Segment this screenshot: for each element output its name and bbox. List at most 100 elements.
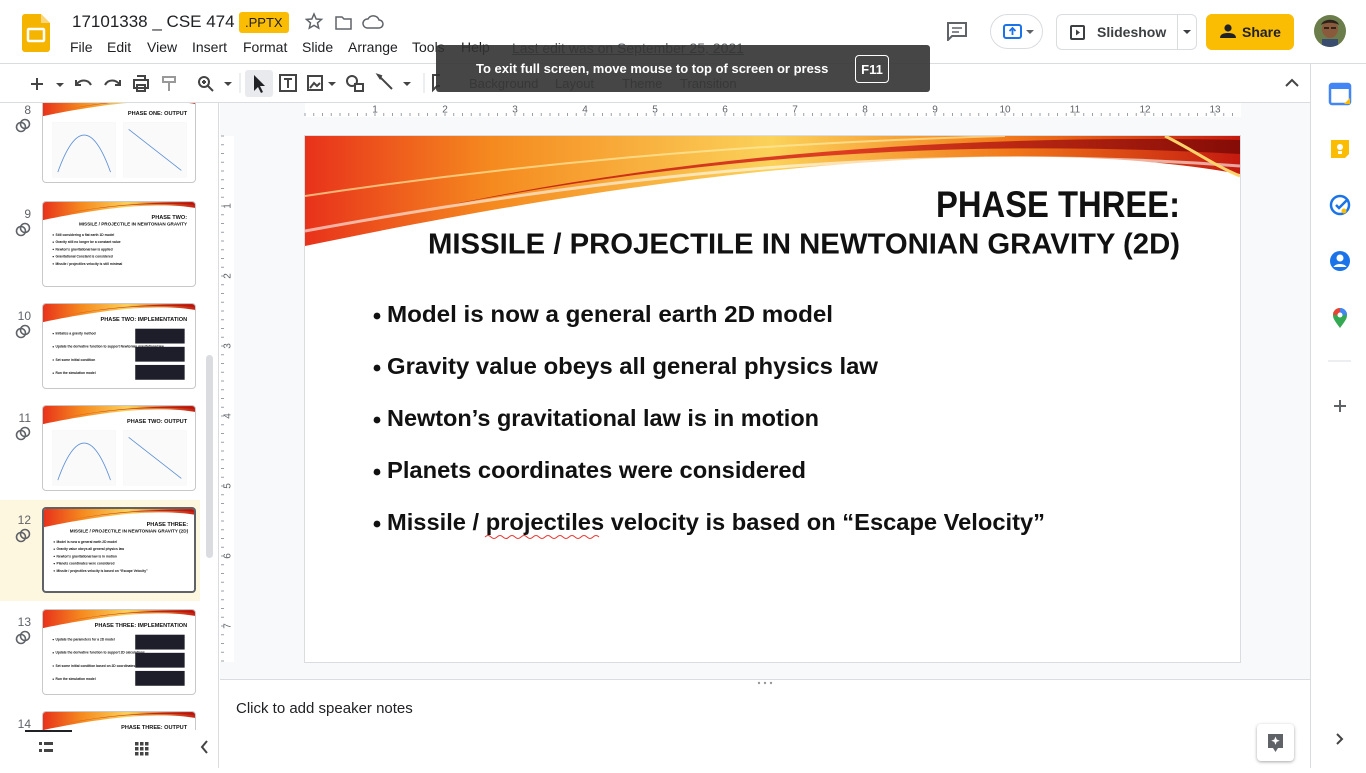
contacts-addon[interactable] — [1330, 251, 1350, 271]
line-tool[interactable] — [375, 73, 393, 90]
paint-format[interactable] — [162, 76, 176, 91]
thumbnail-bullet: Newton's gravitational law is applied — [56, 247, 113, 251]
collapse-panel[interactable] — [200, 740, 208, 754]
ruler-label: 5 — [223, 483, 234, 489]
linked-slide-icon — [15, 222, 31, 237]
ruler-label: 12 — [1139, 105, 1151, 116]
comment-history-button[interactable] — [946, 21, 968, 41]
linked-slide-icon — [15, 324, 31, 339]
linked-slide-icon — [15, 426, 31, 441]
slideshow-dropdown[interactable] — [1181, 27, 1193, 37]
calendar-addon[interactable] — [1328, 82, 1352, 106]
tasks-addon[interactable] — [1329, 194, 1351, 216]
bullet-dot — [373, 416, 381, 424]
slideshow-button[interactable]: Slideshow — [1056, 14, 1197, 50]
get-addons[interactable] — [1334, 400, 1346, 412]
ruler-label: 3 — [223, 343, 234, 349]
thumbnail-slide: PHASE TWO:MISSILE / PROJECTILE IN NEWTON… — [43, 202, 195, 266]
comment[interactable] — [432, 74, 440, 93]
filmstrip-scrollbar[interactable] — [206, 355, 213, 558]
ruler-label: 2 — [223, 273, 234, 279]
present-to-meeting-button[interactable] — [990, 14, 1043, 49]
grid-view[interactable] — [135, 742, 149, 756]
zoom[interactable] — [198, 76, 210, 88]
thumbnail-bullet: Run the simulation model — [56, 371, 96, 375]
keep-addon[interactable] — [1331, 140, 1349, 158]
slide-thumbnail[interactable]: PHASE THREE: IMPLEMENTATION Update the pa… — [42, 609, 196, 695]
ruler-label: 3 — [512, 105, 518, 116]
ruler-label: 9 — [932, 105, 938, 116]
slide-number: 12 — [17, 513, 31, 527]
present-icon — [1003, 24, 1034, 39]
bullet-text: Gravity value obeys all general physics … — [387, 353, 878, 379]
new-slide[interactable] — [31, 78, 43, 90]
filmstrip-view[interactable] — [39, 742, 53, 752]
menu-item[interactable]: Format — [243, 39, 288, 55]
text-box[interactable] — [279, 74, 297, 92]
thumbnail-bullet-dot — [53, 548, 55, 550]
slide-thumbnail[interactable]: PHASE ONE: OUTPUT — [42, 103, 196, 183]
ruler-label: 6 — [722, 105, 728, 116]
maps-addon[interactable] — [1333, 308, 1347, 328]
thumbnail-slide: PHASE THREE:MISSILE / PROJECTILE IN NEWT… — [44, 509, 194, 573]
slide-canvas[interactable]: PHASE THREE: MISSILE / PROJECTILE IN NEW… — [305, 136, 1240, 662]
slide-thumbnail[interactable]: PHASE TWO: IMPLEMENTATION Initialize a gr… — [42, 303, 196, 389]
slides-logo[interactable] — [22, 14, 50, 52]
filmstrip-footer — [0, 730, 219, 768]
fullscreen-toast: To exit full screen, move mouse to top o… — [436, 45, 930, 92]
thumbnail-bullet: Planets coordinates were considered — [57, 562, 115, 566]
slide-thumbnail[interactable]: PHASE THREE: OUTPUT — [42, 711, 196, 730]
thumbnail-slide: PHASE TWO: IMPLEMENTATION Initialize a gr… — [43, 304, 195, 380]
share-icon — [1220, 24, 1236, 38]
ruler-label: 8 — [862, 105, 868, 116]
thumbnail-bullet: Model is now a general earth 2D model — [57, 540, 118, 544]
slide-thumbnail[interactable]: PHASE THREE: MISSILE / PROJECTILE IN NEWT… — [42, 507, 196, 593]
document-title[interactable]: 17101338 _ CSE 474 — [72, 12, 235, 31]
thumbnail-slide: PHASE THREE: OUTPUT — [43, 712, 195, 730]
bullet-dot — [373, 468, 381, 476]
chart-image — [52, 122, 116, 178]
thumbnail-slide: PHASE THREE: IMPLEMENTATION Update the pa… — [43, 610, 195, 686]
insert-image[interactable] — [307, 75, 323, 91]
redo[interactable] — [104, 79, 121, 86]
chart-curve — [57, 442, 111, 481]
code-screenshot — [135, 346, 185, 362]
thumbnail-title: PHASE TWO: OUTPUT — [127, 419, 188, 425]
filmstrip-list: 8 PHASE ONE: OUTPUT 9 PHASE TWO: MISSILE / P… — [0, 103, 218, 730]
thumbnail-content: PHASE TWO: MISSILE / PROJECTILE IN NEWTON… — [43, 202, 195, 286]
thumbnail-title: MISSILE / PROJECTILE IN NEWTONIAN GRAVIT… — [79, 221, 187, 226]
menu-item[interactable]: View — [147, 39, 178, 55]
ruler-label: 4 — [582, 105, 588, 116]
share-button[interactable]: Share — [1206, 14, 1294, 50]
title-icons — [305, 12, 384, 30]
thumbnail-bullet-dot — [52, 263, 54, 265]
thumbnail-bullet: Update the derivative function to suppor… — [56, 345, 165, 349]
resize-handle[interactable] — [755, 680, 775, 686]
print[interactable] — [133, 75, 149, 92]
slide-thumbnail[interactable]: PHASE TWO: OUTPUT — [42, 405, 196, 491]
toolbar-icons — [31, 70, 440, 97]
slide-thumbnail[interactable]: PHASE TWO: MISSILE / PROJECTILE IN NEWTON… — [42, 201, 196, 287]
thumbnail-content: PHASE TWO: OUTPUT — [43, 406, 195, 490]
thumbnail-bullet-dot — [53, 541, 55, 543]
shapes[interactable] — [346, 75, 358, 87]
slideshow-icon — [1070, 25, 1085, 40]
undo[interactable] — [75, 79, 92, 86]
ruler-label: 5 — [652, 105, 658, 116]
hide-menus-button[interactable] — [1283, 76, 1301, 90]
menu-item[interactable]: Slide — [302, 39, 334, 55]
slide-number: 11 — [18, 411, 31, 425]
thumbnail-content: PHASE THREE: IMPLEMENTATION Update the pa… — [43, 610, 195, 694]
menu-item[interactable]: File — [70, 39, 93, 55]
menu-item[interactable]: Arrange — [348, 39, 398, 55]
side-panel-toggle[interactable] — [1336, 733, 1344, 745]
speaker-notes-placeholder[interactable]: Click to add speaker notes — [236, 700, 413, 717]
menu-item[interactable]: Insert — [192, 39, 228, 55]
thumbnail-content: PHASE THREE: MISSILE / PROJECTILE IN NEWT… — [44, 509, 194, 591]
explore-button[interactable] — [1257, 724, 1294, 761]
menu-item[interactable]: Edit — [107, 39, 132, 55]
bullet-dot — [373, 520, 381, 528]
code-screenshot — [135, 652, 185, 668]
spellcheck-underline — [484, 535, 600, 539]
account-avatar[interactable] — [1314, 15, 1346, 47]
